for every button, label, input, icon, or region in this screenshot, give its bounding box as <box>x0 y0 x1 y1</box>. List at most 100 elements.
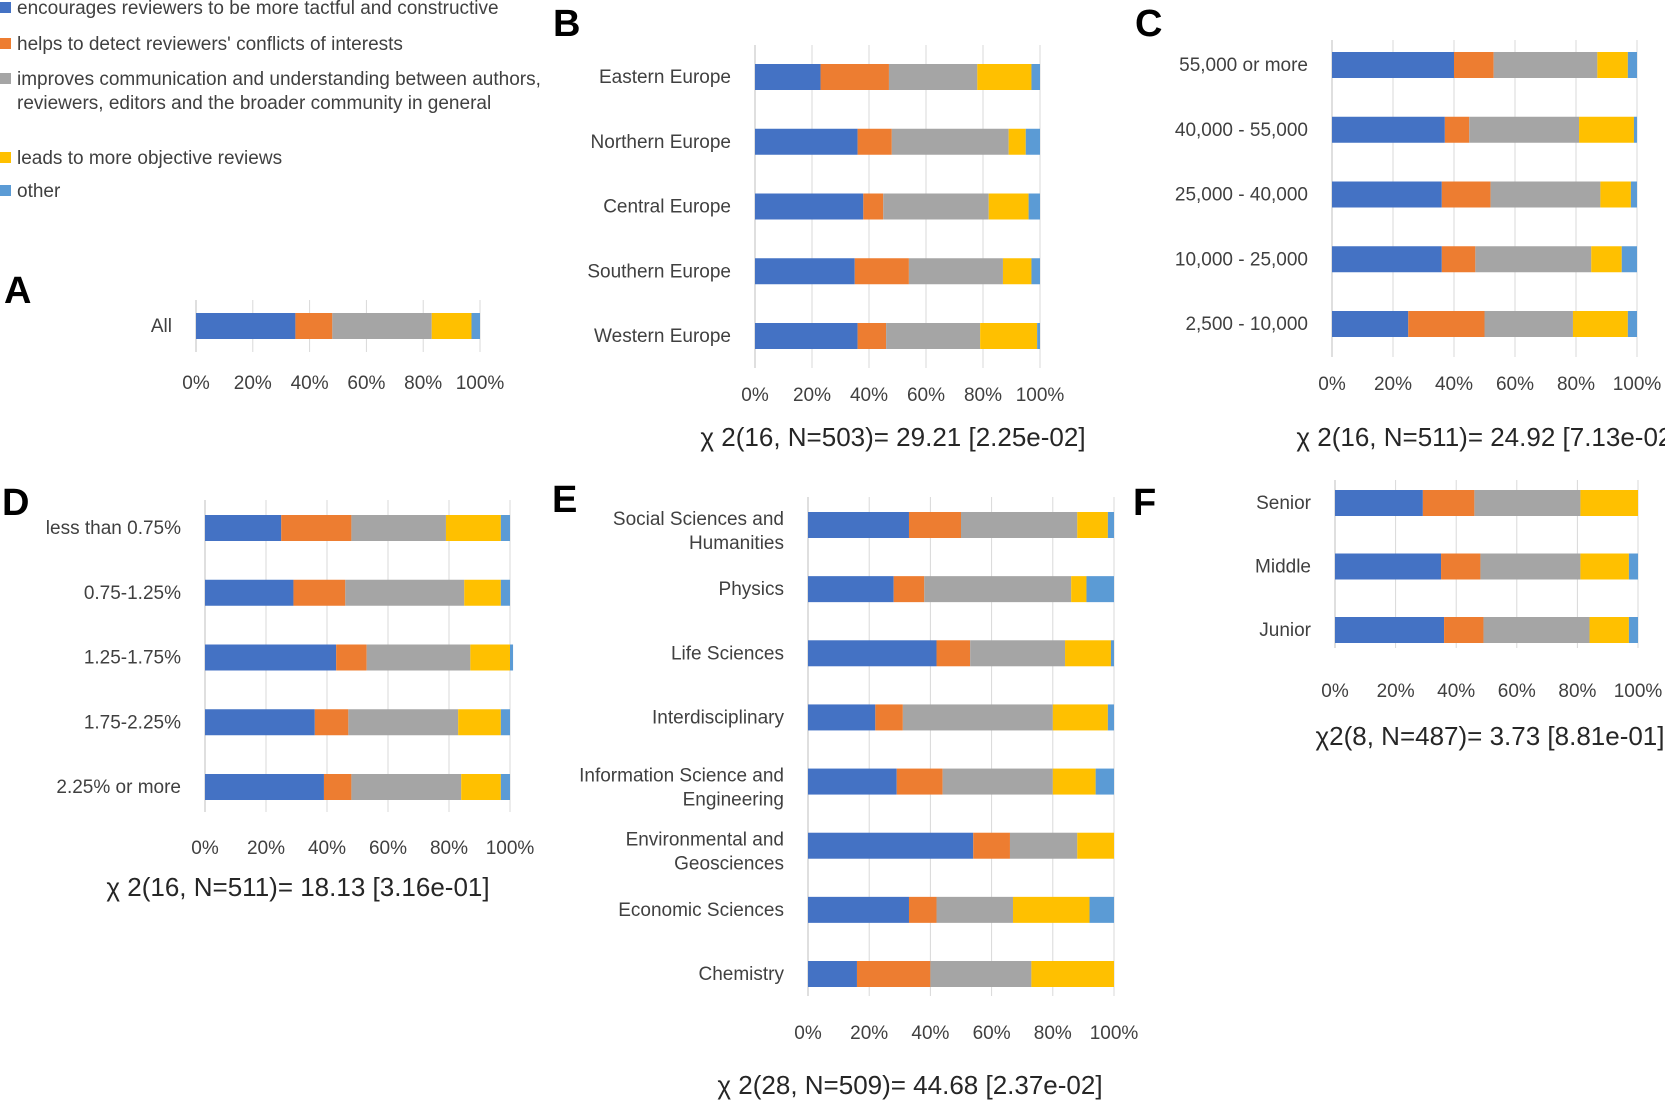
bar-segment <box>936 640 971 667</box>
category-label: 40,000 - 55,000 <box>1175 120 1308 141</box>
bar-segment <box>896 768 943 795</box>
bar-segment <box>471 313 480 339</box>
bar-segment <box>293 579 346 606</box>
bar-segment <box>808 896 909 923</box>
bar-segment <box>500 579 510 606</box>
bar-segment <box>973 832 1010 859</box>
tick-label: 20% <box>234 373 272 394</box>
tick-label: 40% <box>308 838 346 859</box>
bar-segment <box>1031 64 1040 90</box>
bar-segment <box>930 961 1032 987</box>
tick-label: 60% <box>973 1023 1011 1044</box>
bar-segment <box>820 64 889 90</box>
bar-segment <box>1597 52 1628 78</box>
bar-segment <box>891 128 1009 155</box>
bar-segment <box>755 128 858 155</box>
bar-segment <box>942 768 1053 795</box>
bar-segment <box>351 515 446 541</box>
bar-segment <box>888 64 978 90</box>
tick-label: 0% <box>794 1023 822 1044</box>
legend-label: encourages reviewers to be more tactful … <box>17 0 499 19</box>
bar-segment <box>977 64 1032 90</box>
bar-segment <box>863 193 884 220</box>
tick-label: 20% <box>1377 681 1415 702</box>
category-label: Southern Europe <box>587 261 731 282</box>
chi-square-statistic: χ 2(28, N=509)= 44.68 [2.37e-02] <box>717 1070 1102 1100</box>
tick-label: 20% <box>850 1023 888 1044</box>
tick-label: 60% <box>907 385 945 406</box>
bar-segment <box>1052 704 1108 731</box>
bar-segment <box>470 644 510 671</box>
tick-label: 100% <box>1613 374 1662 395</box>
bar-segment <box>431 313 472 339</box>
bar-segment <box>857 128 892 155</box>
bar-segment <box>1335 617 1445 643</box>
bar-segment <box>1332 246 1442 273</box>
category-label: Senior <box>1256 493 1312 514</box>
legend-label: other <box>17 181 61 202</box>
bar-segment <box>980 323 1038 349</box>
bar-segment <box>351 774 462 800</box>
category-label: Information Science and Engineering <box>579 766 784 811</box>
tick-label: 60% <box>347 373 385 394</box>
category-label: 55,000 or more <box>1179 55 1308 76</box>
bar-segment <box>1483 617 1590 643</box>
tick-label: 40% <box>291 373 329 394</box>
bar-segment <box>295 313 333 339</box>
legend-label: leads to more objective reviews <box>17 148 283 169</box>
bar-segment <box>1009 832 1078 859</box>
chi-square-statistic: χ2(8, N=487)= 3.73 [8.81e-01] <box>1316 721 1665 751</box>
bar-segment <box>1441 246 1476 273</box>
bar-segment <box>908 258 1003 285</box>
bar-segment <box>458 709 501 736</box>
bar-segment <box>808 704 876 731</box>
legend-label: improves communication and understanding… <box>17 69 541 114</box>
tick-label: 80% <box>1558 681 1596 702</box>
bar-segment <box>1086 576 1114 603</box>
bar-segment <box>908 896 937 923</box>
legend-item: helps to detect reviewers' conflicts of … <box>0 33 403 57</box>
bar-segment <box>908 512 961 538</box>
bar-segment <box>988 193 1029 220</box>
bar-segment <box>924 576 1072 603</box>
tick-label: 100% <box>1016 385 1065 406</box>
tick-label: 80% <box>1557 374 1595 395</box>
legend-item: encourages reviewers to be more tactful … <box>0 0 499 21</box>
bar-segment <box>1580 490 1638 516</box>
bar-segment <box>445 515 501 541</box>
panel-letter: F <box>1133 482 1156 524</box>
bar-segment <box>902 704 1053 731</box>
bar-segment <box>205 644 337 671</box>
bar-segment <box>510 644 514 671</box>
bar-segment <box>1107 512 1114 538</box>
bar-segment <box>366 644 471 671</box>
category-label: less than 0.75% <box>46 518 181 539</box>
tick-label: 40% <box>1437 681 1475 702</box>
bar-segment <box>936 896 1014 923</box>
bar-segment <box>1013 896 1090 923</box>
bar-segment <box>1589 617 1629 643</box>
legend-item: improves communication and understanding… <box>0 68 560 116</box>
category-label: Eastern Europe <box>599 67 731 88</box>
bar-segment <box>1474 490 1581 516</box>
category-label: 10,000 - 25,000 <box>1175 249 1308 270</box>
bar-segment <box>1025 128 1040 155</box>
bar-segment <box>1493 52 1598 78</box>
bar-segment <box>500 515 510 541</box>
category-label: Life Sciences <box>671 643 784 664</box>
bar-segment <box>1475 246 1592 273</box>
tick-label: 100% <box>1614 681 1663 702</box>
bar-segment <box>1071 576 1087 603</box>
legend-swatch <box>0 185 11 196</box>
tick-label: 40% <box>911 1023 949 1044</box>
category-label: Physics <box>719 579 784 600</box>
bar-segment <box>345 579 465 606</box>
category-label: Interdisciplinary <box>652 707 784 728</box>
tick-label: 80% <box>964 385 1002 406</box>
tick-label: 100% <box>456 373 505 394</box>
panel-letter: D <box>2 482 29 524</box>
legend-item: other <box>0 180 60 204</box>
tick-label: 0% <box>1318 374 1346 395</box>
category-label: Central Europe <box>603 197 731 218</box>
